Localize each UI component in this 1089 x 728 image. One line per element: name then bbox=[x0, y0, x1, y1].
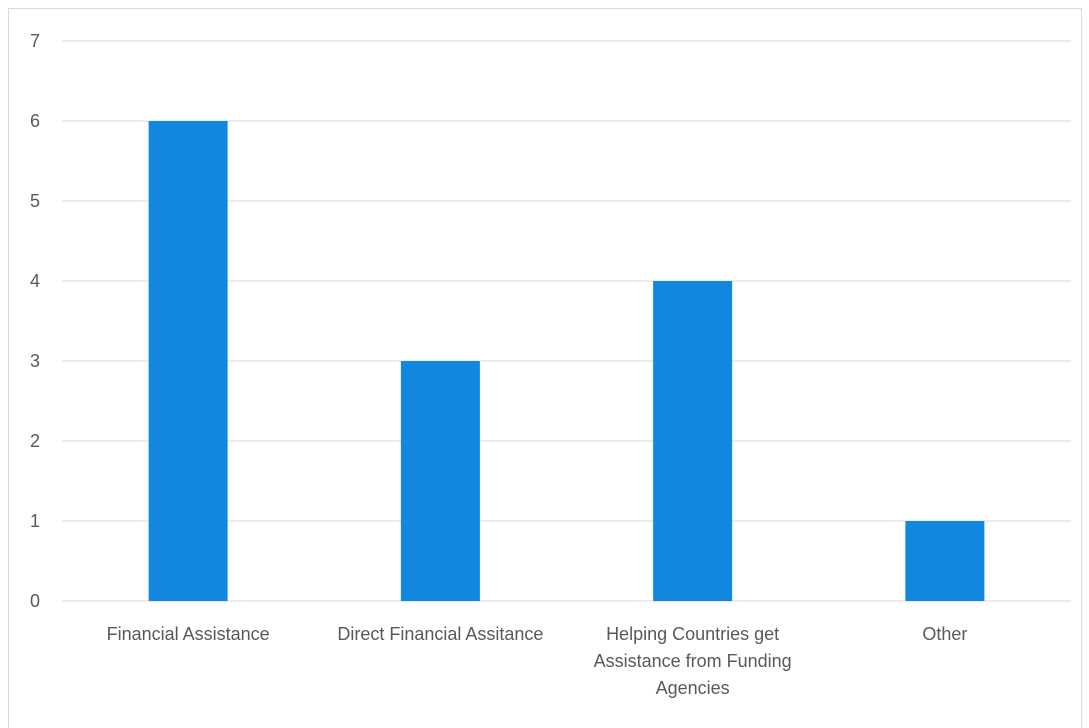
y-tick-label: 7 bbox=[30, 31, 40, 51]
y-tick-label: 1 bbox=[30, 511, 40, 531]
y-tick-label: 5 bbox=[30, 191, 40, 211]
gridlines bbox=[62, 40, 1071, 602]
x-category-label: Financial Assistance bbox=[107, 624, 270, 644]
bar bbox=[400, 361, 480, 601]
y-tick-label: 6 bbox=[30, 111, 40, 131]
y-tick-label: 0 bbox=[30, 591, 40, 611]
bars bbox=[148, 121, 985, 601]
x-category-label: Helping Countries get Assistance from Fun… bbox=[594, 624, 792, 698]
x-category-label: Other bbox=[922, 624, 967, 644]
bar bbox=[905, 521, 985, 601]
y-tick-label: 4 bbox=[30, 271, 40, 291]
y-tick-label: 3 bbox=[30, 351, 40, 371]
bar bbox=[148, 121, 228, 601]
y-tick-label: 2 bbox=[30, 431, 40, 451]
bar bbox=[653, 281, 733, 601]
x-axis-labels: Financial Assistance Direct Financial Ass… bbox=[107, 624, 968, 698]
y-axis-ticks: 0 1 2 3 4 5 6 7 bbox=[30, 31, 40, 611]
x-category-label: Direct Financial Assitance bbox=[337, 624, 543, 644]
